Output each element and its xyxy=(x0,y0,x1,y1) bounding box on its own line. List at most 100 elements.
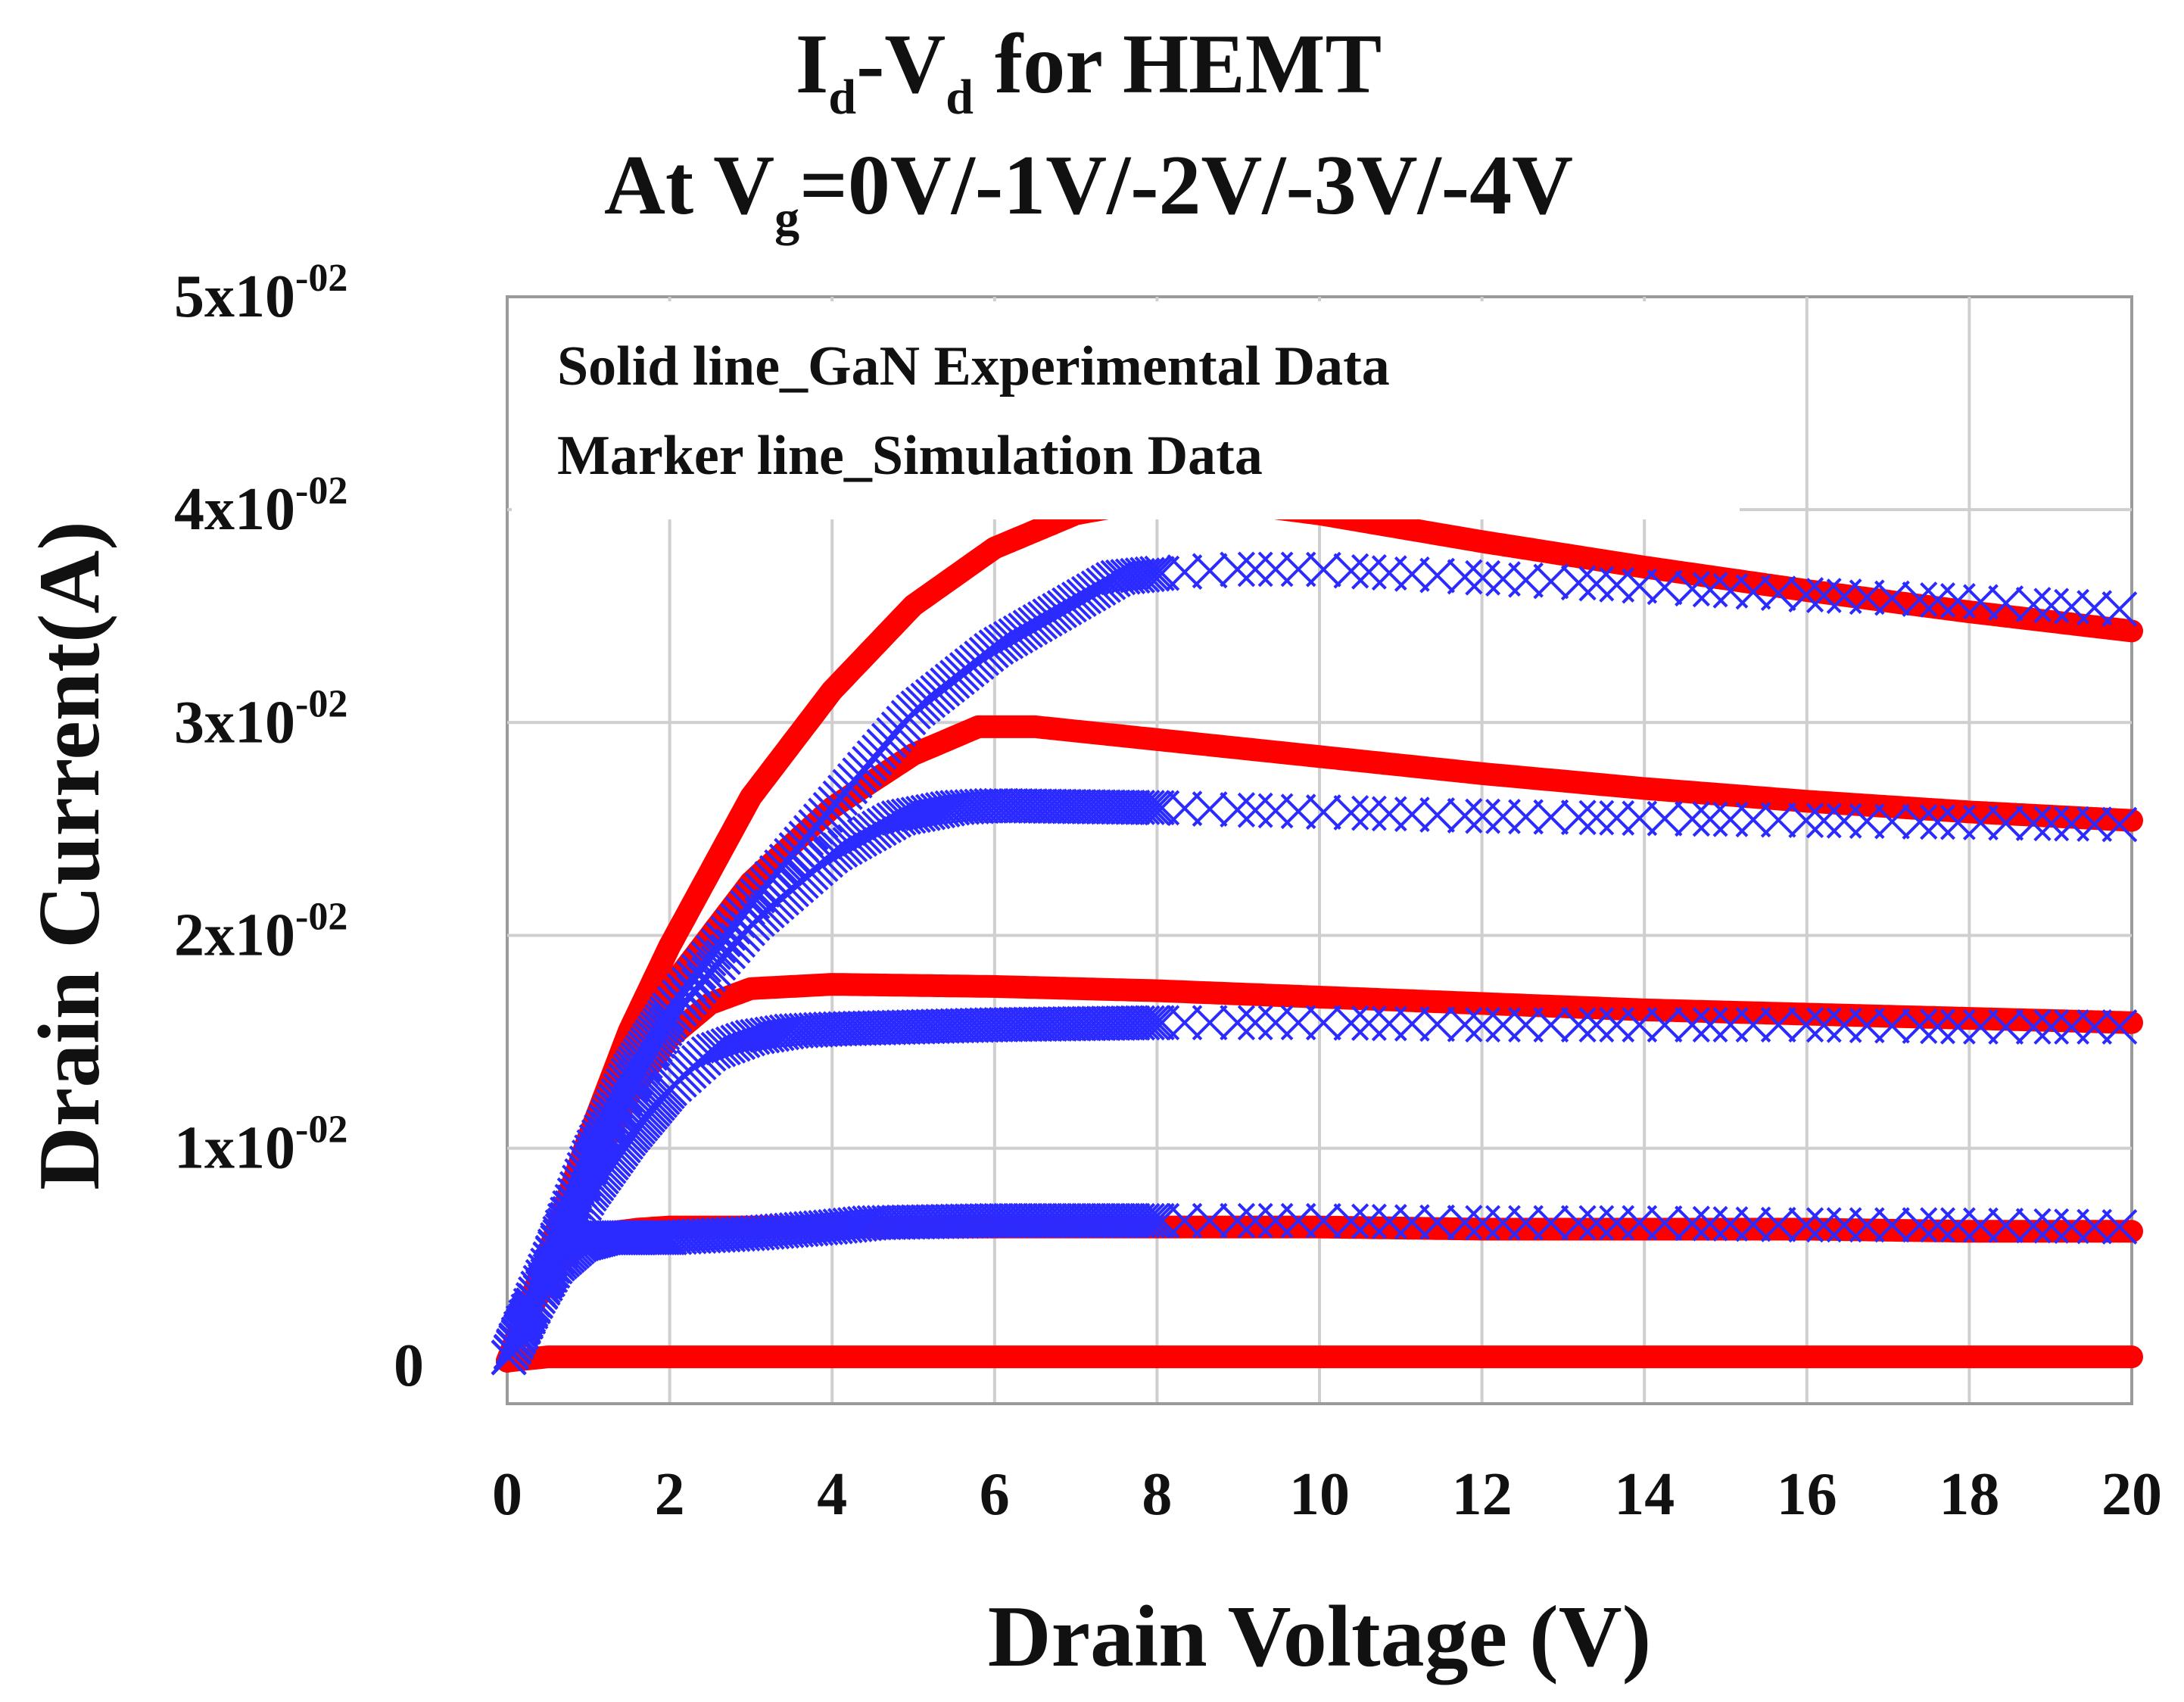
simulation-marker xyxy=(1002,1202,1039,1239)
simulation-marker xyxy=(1735,1206,1771,1242)
simulation-marker xyxy=(1760,1007,1796,1043)
simulation-marker xyxy=(1902,581,1938,617)
simulation-marker xyxy=(1675,571,1710,607)
simulation-marker xyxy=(1533,799,1569,835)
simulation-marker xyxy=(1788,1007,1824,1043)
series-simulation-vg-3v xyxy=(491,1202,2138,1376)
x-tick-label: 4 xyxy=(817,1461,847,1528)
simulation-marker xyxy=(2101,1008,2138,1045)
series-layer xyxy=(491,488,2143,1376)
legend: Solid line_GaN Experimental Data Marker … xyxy=(512,301,1740,519)
simulation-marker xyxy=(1849,1008,1885,1044)
simulation-marker xyxy=(1902,1008,1938,1044)
simulation-marker xyxy=(1134,1005,1170,1041)
simulation-marker xyxy=(1120,1202,1156,1239)
y-tick-label: 1x10-02 xyxy=(174,1108,347,1182)
simulation-marker xyxy=(1134,556,1170,592)
series-experimental-vg-4v xyxy=(496,1345,2143,1373)
simulation-marker xyxy=(2077,806,2113,843)
simulation-marker xyxy=(988,1202,1024,1239)
simulation-marker xyxy=(1874,1008,1910,1044)
simulation-marker xyxy=(1788,577,1824,613)
y-axis-title: Drain Current(A) xyxy=(21,521,118,1190)
simulation-marker xyxy=(1333,795,1369,831)
simulation-marker xyxy=(1134,790,1170,826)
simulation-marker xyxy=(1066,1202,1102,1239)
simulation-marker xyxy=(1280,1202,1316,1239)
simulation-marker xyxy=(1046,1202,1083,1239)
simulation-marker xyxy=(1220,551,1256,588)
simulation-marker xyxy=(1788,1207,1824,1243)
simulation-marker xyxy=(1110,1202,1146,1239)
simulation-marker xyxy=(1022,1202,1058,1239)
simulation-marker xyxy=(1560,800,1597,836)
simulation-marker xyxy=(1114,1202,1151,1239)
simulation-marker xyxy=(1988,805,2024,841)
simulation-marker xyxy=(2015,1208,2052,1244)
series-experimental-vg-2v xyxy=(496,973,2143,1373)
simulation-marker xyxy=(1104,1202,1141,1239)
simulation-marker xyxy=(1560,1007,1597,1043)
x-tick-label: 18 xyxy=(1939,1461,1999,1528)
simulation-marker xyxy=(1533,563,1569,600)
simulation-marker xyxy=(1902,1207,1938,1243)
simulation-marker xyxy=(983,1202,1019,1239)
simulation-marker xyxy=(1849,1207,1885,1243)
simulation-marker xyxy=(1080,1202,1117,1239)
simulation-marker xyxy=(1305,1202,1341,1239)
x-tick-label: 8 xyxy=(1142,1461,1172,1528)
x-tick-label: 20 xyxy=(2101,1461,2162,1528)
y-tick-label: 2x10-02 xyxy=(174,895,347,968)
simulation-marker xyxy=(1167,1005,1203,1041)
simulation-marker xyxy=(1419,557,1455,594)
x-tick-label: 6 xyxy=(980,1461,1010,1528)
simulation-marker xyxy=(1129,556,1165,593)
simulation-marker xyxy=(1333,553,1369,589)
y-tick-label: 0 xyxy=(394,1333,424,1399)
simulation-marker xyxy=(1086,1202,1121,1239)
x-tick-label: 0 xyxy=(492,1461,522,1528)
simulation-marker xyxy=(1129,790,1165,826)
simulation-marker xyxy=(1027,1202,1063,1239)
simulation-marker xyxy=(1124,790,1161,825)
simulation-marker xyxy=(1192,1202,1228,1239)
chart-title-line1: Id-Vd for HEMT xyxy=(796,17,1382,125)
simulation-marker xyxy=(1036,1202,1073,1239)
simulation-marker xyxy=(1533,1205,1569,1241)
simulation-marker xyxy=(1874,803,1910,840)
simulation-marker xyxy=(1333,1203,1369,1239)
simulation-marker xyxy=(1447,798,1483,834)
simulation-marker xyxy=(1874,1207,1910,1243)
simulation-marker xyxy=(1056,1202,1092,1239)
simulation-marker xyxy=(1129,1005,1165,1041)
simulation-marker xyxy=(1032,1202,1068,1239)
simulation-marker xyxy=(1647,1007,1683,1043)
simulation-marker xyxy=(1874,580,1910,616)
simulation-marker xyxy=(1675,1205,1710,1242)
simulation-marker xyxy=(1280,793,1316,830)
simulation-marker xyxy=(720,1024,756,1061)
simulation-marker xyxy=(1902,804,1938,840)
simulation-marker xyxy=(1220,1005,1256,1041)
x-tick-labels: 0 2 4 6 8 10 12 14 16 18 20 xyxy=(492,1461,2162,1528)
simulation-marker xyxy=(1061,1202,1097,1239)
simulation-marker xyxy=(2077,1008,2113,1045)
simulation-marker xyxy=(1988,1208,2024,1243)
simulation-marker xyxy=(1622,800,1658,837)
simulation-marker xyxy=(566,1185,603,1221)
simulation-marker xyxy=(1735,802,1771,838)
simulation-marker xyxy=(1988,585,2024,621)
y-tick-label: 3x10-02 xyxy=(174,682,347,756)
simulation-marker xyxy=(1760,802,1796,838)
simulation-marker xyxy=(2101,1209,2138,1245)
simulation-marker xyxy=(706,1030,741,1066)
simulation-marker xyxy=(1788,803,1824,839)
simulation-marker xyxy=(1192,791,1228,828)
series-simulation-vg-2v xyxy=(491,1005,2138,1376)
simulation-marker xyxy=(1167,1202,1203,1239)
simulation-marker xyxy=(1090,1202,1126,1239)
simulation-marker xyxy=(1447,559,1483,595)
x-tick-label: 2 xyxy=(655,1461,685,1528)
simulation-marker xyxy=(715,1026,751,1062)
